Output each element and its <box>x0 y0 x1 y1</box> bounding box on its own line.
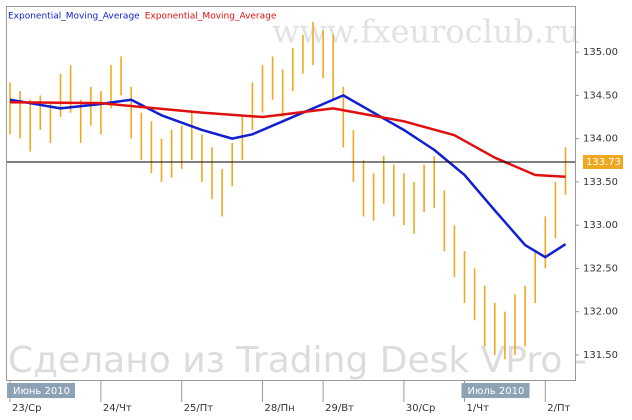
y-tick-label: 132.50 <box>583 263 618 274</box>
x-tick-label: 30/Ср <box>406 403 435 414</box>
y-tick-label: 132.00 <box>583 307 618 318</box>
month-box <box>461 383 530 398</box>
footer-watermark: Сделано из Trading Desk VPro - <box>8 340 587 381</box>
last-price-box <box>583 154 623 169</box>
x-tick-label: 23/Ср <box>12 403 41 414</box>
last-price-label: 133.73 <box>586 157 621 168</box>
y-tick-label: 133.00 <box>583 220 618 231</box>
y-tick-label: 134.50 <box>583 90 618 101</box>
watermark: www.fxeuroclub.ru <box>272 13 580 51</box>
x-tick-label: 25/Пт <box>184 403 214 414</box>
ema-line <box>9 101 566 178</box>
legend-entry: Exponential_Moving_Average <box>8 12 140 22</box>
x-tick-label: 28/Пн <box>265 403 295 414</box>
y-tick-label: 134.00 <box>583 134 618 145</box>
y-tick-label: 133.50 <box>583 177 618 188</box>
x-tick-label: 2/Пт <box>547 403 570 414</box>
y-tick-label: 135.00 <box>583 47 618 58</box>
x-tick-label: 29/Вт <box>325 403 354 414</box>
y-tick-label: 131.50 <box>583 350 618 361</box>
ema-line <box>9 94 567 259</box>
month-box <box>7 383 75 398</box>
plot-frame <box>6 6 576 381</box>
legend-entry: Exponential_Moving_Average <box>145 12 277 22</box>
x-tick-label: 24/Чт <box>103 403 132 414</box>
x-tick-label: 1/Чт <box>467 403 490 414</box>
month-label: Июль 2010 <box>468 386 525 397</box>
month-label: Июнь 2010 <box>13 386 70 397</box>
